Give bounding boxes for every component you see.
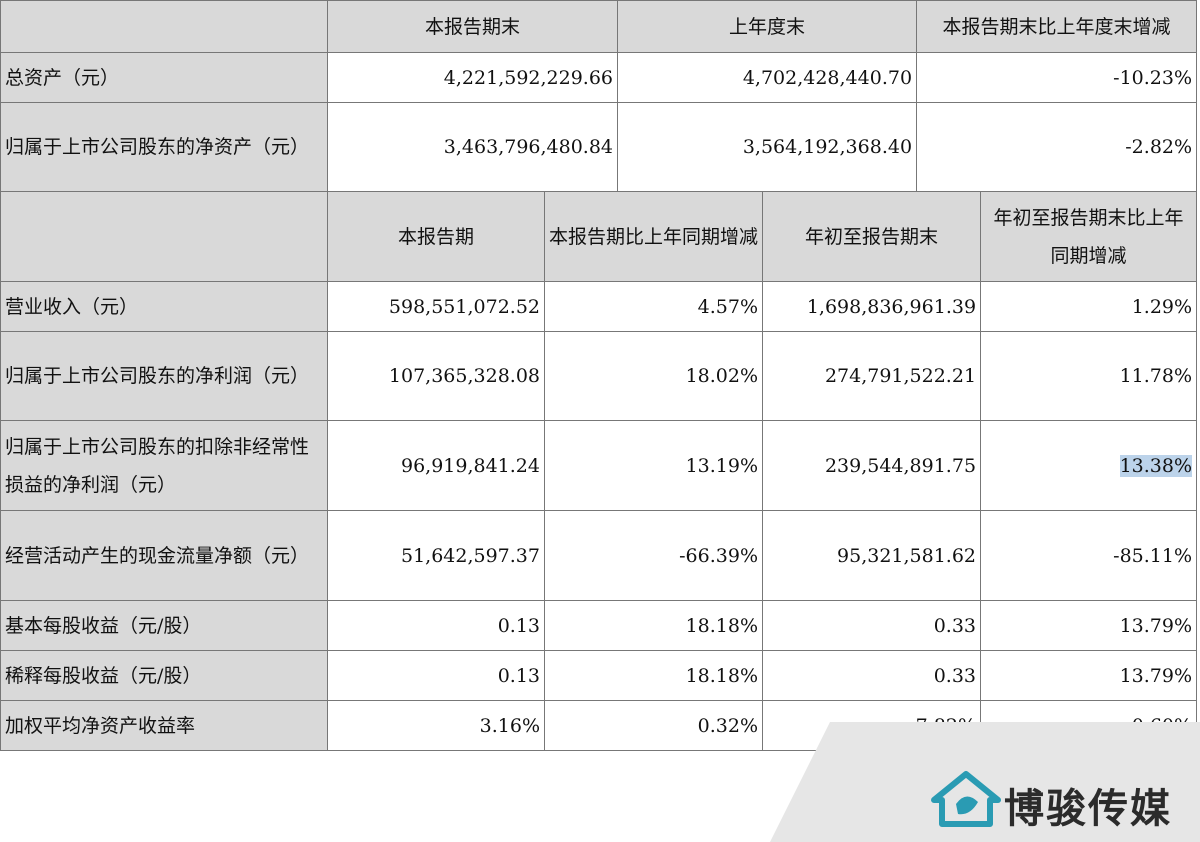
cell-value: 18.18% (543, 650, 764, 701)
cell-value: 3.16% (327, 700, 545, 751)
row-label: 营业收入（元） (0, 281, 328, 332)
cell-value: 13.79% (980, 650, 1198, 701)
cell-value: 1.29% (980, 281, 1198, 332)
blank-header-cell (0, 191, 328, 282)
brand-logo-icon (931, 771, 1001, 827)
cell-value: 0.33 (762, 600, 982, 651)
cell-value: 1,698,836,961.39 (762, 281, 982, 332)
cell-value: -66.39% (543, 510, 764, 601)
cell-value: 13.79% (980, 600, 1198, 651)
cell-value: 18.02% (543, 331, 764, 421)
financial-table: 本报告期末 上年度末 本报告期末比上年度末增减 总资产（元） 4,221,592… (0, 0, 1198, 751)
cell-value: 51,642,597.37 (327, 510, 545, 601)
col-header-current-period: 本报告期 (327, 191, 545, 282)
table-row: 总资产（元） 4,221,592,229.66 4,702,428,440.70… (0, 52, 1198, 103)
col-header-year-to-date: 年初至报告期末 (762, 191, 982, 282)
row-label: 归属于上市公司股东的净利润（元） (0, 331, 328, 421)
col-header-last-year-end: 上年度末 (617, 0, 918, 53)
row-label: 总资产（元） (0, 52, 328, 103)
col-header-period-end: 本报告期末 (326, 0, 619, 53)
cell-value: 0.13 (327, 650, 545, 701)
row-label: 稀释每股收益（元/股） (0, 650, 328, 701)
row-label: 归属于上市公司股东的净资产（元） (0, 102, 328, 192)
cell-value: -10.23% (916, 52, 1198, 103)
cell-value: 4,221,592,229.66 (326, 52, 619, 103)
cell-value: 11.78% (980, 331, 1198, 421)
col-header-current-period-change: 本报告期比上年同期增减 (543, 191, 764, 282)
table-row: 经营活动产生的现金流量净额（元） 51,642,597.37 -66.39% 9… (0, 510, 1198, 601)
col-header-change-vs-last-year-end: 本报告期末比上年度末增减 (916, 0, 1198, 53)
cell-value: 3,564,192,368.40 (617, 102, 918, 192)
highlighted-value: 13.38% (1119, 454, 1193, 477)
col-header-year-to-date-change: 年初至报告期末比上年同期增减 (980, 191, 1198, 282)
watermark-background (770, 722, 1200, 842)
row-label: 归属于上市公司股东的扣除非经常性损益的净利润（元） (0, 420, 328, 511)
row-label: 经营活动产生的现金流量净额（元） (0, 510, 328, 601)
cell-value: 0.33 (762, 650, 982, 701)
cell-value: 96,919,841.24 (327, 420, 545, 511)
table-row: 营业收入（元） 598,551,072.52 4.57% 1,698,836,9… (0, 281, 1198, 332)
cell-value: 239,544,891.75 (762, 420, 982, 511)
cell-value: 598,551,072.52 (327, 281, 545, 332)
cell-value: 0.13 (327, 600, 545, 651)
cell-value: 95,321,581.62 (762, 510, 982, 601)
cell-value: 13.19% (543, 420, 764, 511)
cell-value: 4.57% (543, 281, 764, 332)
cell-value: 0.32% (543, 700, 764, 751)
table-row: 稀释每股收益（元/股） 0.13 18.18% 0.33 13.79% (0, 650, 1198, 701)
cell-value: 4,702,428,440.70 (617, 52, 918, 103)
cell-value: 3,463,796,480.84 (326, 102, 619, 192)
row-label: 加权平均净资产收益率 (0, 700, 328, 751)
blank-header-cell (0, 0, 328, 53)
table-row: 基本每股收益（元/股） 0.13 18.18% 0.33 13.79% (0, 600, 1198, 651)
cell-value: 274,791,522.21 (762, 331, 982, 421)
cell-value: 18.18% (543, 600, 764, 651)
table-row: 归属于上市公司股东的净资产（元） 3,463,796,480.84 3,564,… (0, 102, 1198, 192)
table-row: 归属于上市公司股东的净利润（元） 107,365,328.08 18.02% 2… (0, 331, 1198, 421)
table-row: 归属于上市公司股东的扣除非经常性损益的净利润（元） 96,919,841.24 … (0, 420, 1198, 511)
cell-value: 107,365,328.08 (327, 331, 545, 421)
cell-value: -85.11% (980, 510, 1198, 601)
row-label: 基本每股收益（元/股） (0, 600, 328, 651)
brand-watermark-text: 博骏传媒 (1004, 786, 1172, 832)
cell-value: 13.38% (980, 420, 1198, 511)
cell-value: -2.82% (916, 102, 1198, 192)
